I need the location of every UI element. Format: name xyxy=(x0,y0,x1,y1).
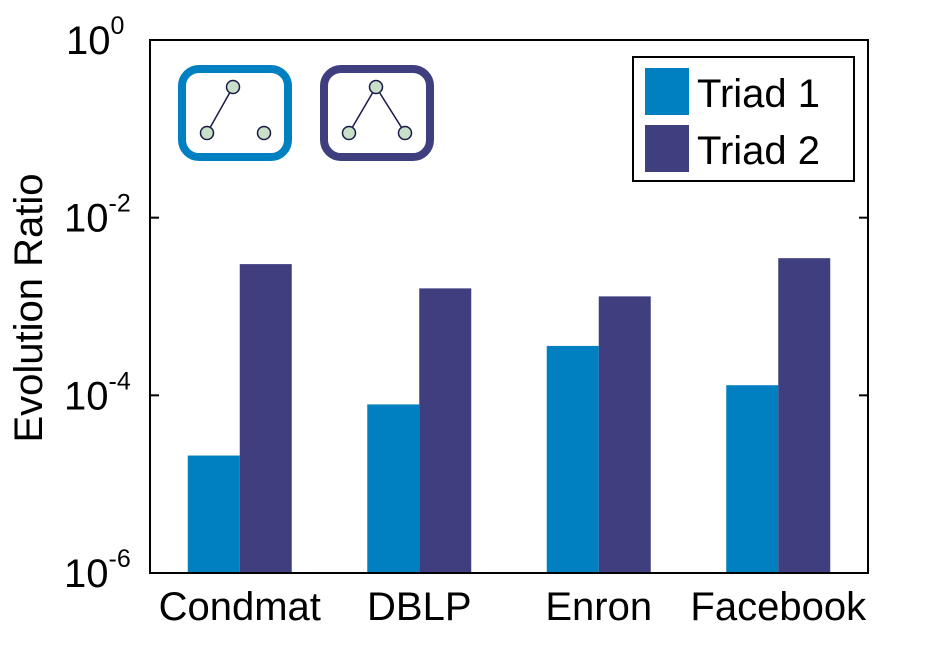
x-tick-label-facebook: Facebook xyxy=(690,585,867,629)
bar-triad-2-facebook xyxy=(778,258,831,573)
bar-triad-1-enron xyxy=(546,345,599,573)
y-tick-label: 100 xyxy=(66,12,124,63)
triad-1-icon xyxy=(178,65,292,161)
y-tick-label: 10-4 xyxy=(64,367,131,418)
legend-label-triad-1: Triad 1 xyxy=(697,72,820,116)
bar-triad-1-condmat xyxy=(187,455,240,573)
y-axis-label: Evolution Ratio xyxy=(7,173,51,442)
triad-2-icon xyxy=(320,65,434,161)
bar-triad-2-condmat xyxy=(239,264,292,573)
bar-triad-2-enron xyxy=(598,296,651,573)
plot-frame xyxy=(149,39,869,574)
x-tick-label-enron: Enron xyxy=(545,585,652,629)
x-tick-label-condmat: Condmat xyxy=(159,585,321,629)
y-tick-label: 10-2 xyxy=(64,190,131,241)
legend-label-triad-2: Triad 2 xyxy=(697,129,820,173)
bar-triad-1-facebook xyxy=(726,385,779,573)
legend: Triad 1 Triad 2 xyxy=(632,56,855,182)
bar-triad-2-dblp xyxy=(419,288,472,573)
bars-group xyxy=(187,258,831,573)
x-tick-label-dblp: DBLP xyxy=(367,585,472,629)
y-tick-label: 10-6 xyxy=(64,545,131,596)
legend-swatch-triad-1 xyxy=(645,68,689,115)
y-ticks-group: 10-6 10-4 10-2 100 xyxy=(64,12,868,596)
legend-swatch-triad-2 xyxy=(645,125,689,172)
bar-triad-1-dblp xyxy=(367,404,420,573)
x-labels-group: Condmat DBLP Enron Facebook xyxy=(159,585,867,629)
